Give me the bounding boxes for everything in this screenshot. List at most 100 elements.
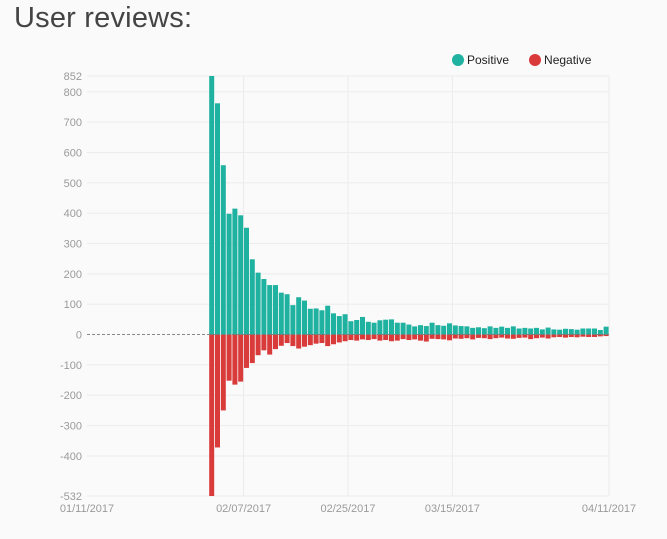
- bar-negative: [539, 334, 545, 338]
- bar-negative: [597, 334, 603, 337]
- bar-negative: [360, 334, 365, 340]
- bar-negative: [568, 334, 574, 337]
- bar-positive: [429, 322, 435, 335]
- legend-item-negative[interactable]: Negative: [529, 53, 591, 67]
- bar-positive: [458, 326, 464, 335]
- bar-negative: [603, 334, 609, 337]
- bar-positive: [342, 314, 348, 335]
- bar-negative: [342, 334, 348, 342]
- bar-positive: [603, 326, 609, 335]
- bar-positive: [557, 329, 563, 335]
- x-tick-label: 02/25/2017: [320, 503, 375, 515]
- bar-positive: [597, 330, 603, 335]
- bar-positive: [435, 325, 441, 335]
- bar-negative: [348, 334, 354, 341]
- bar-positive: [505, 327, 510, 335]
- bar-negative: [493, 334, 499, 339]
- y-tick-label: -532: [60, 491, 82, 503]
- legend-item-positive[interactable]: Positive: [452, 53, 509, 67]
- y-tick-label: -100: [60, 360, 82, 372]
- bar-negative: [319, 334, 325, 344]
- bar-positive: [412, 326, 418, 335]
- bar-positive: [360, 316, 365, 335]
- bar-positive: [348, 321, 354, 335]
- y-tick-label: 500: [64, 178, 82, 190]
- bar-negative: [209, 334, 215, 496]
- x-tick-label: 03/15/2017: [425, 503, 480, 515]
- legend-label-positive: Positive: [467, 53, 510, 67]
- bar-positive: [226, 213, 232, 335]
- bar-negative: [377, 334, 383, 341]
- y-tick-label: 700: [64, 117, 82, 129]
- bar-negative: [481, 334, 487, 339]
- bar-negative: [220, 334, 226, 411]
- bar-negative: [452, 334, 458, 339]
- bar-positive: [534, 327, 539, 335]
- bar-negative: [563, 334, 568, 338]
- bar-negative: [580, 334, 586, 337]
- bar-negative: [470, 334, 476, 340]
- bar-negative: [545, 334, 551, 339]
- y-tick-label: 600: [64, 147, 82, 159]
- bar-negative: [232, 334, 238, 385]
- bar-negative: [476, 334, 481, 338]
- bar-positive: [568, 329, 574, 335]
- bar-negative: [557, 334, 563, 337]
- bar-negative: [278, 334, 284, 346]
- bar-positive: [389, 319, 394, 335]
- bar-positive: [319, 310, 325, 335]
- bar-negative: [383, 334, 389, 341]
- y-tick-label: -300: [60, 421, 82, 433]
- y-tick-label: 800: [64, 87, 82, 99]
- bar-positive: [452, 325, 458, 335]
- bar-positive: [447, 323, 452, 335]
- bar-positive: [441, 325, 447, 335]
- bar-positive: [238, 215, 244, 335]
- bar-negative: [447, 334, 452, 341]
- bar-negative: [255, 334, 261, 356]
- bar-negative: [510, 334, 516, 339]
- bar-positive: [580, 328, 586, 335]
- bar-positive: [284, 294, 290, 335]
- bar-negative: [423, 334, 429, 342]
- bar-negative: [394, 334, 400, 341]
- bar-negative: [238, 334, 244, 382]
- y-tick-label: 852: [64, 71, 82, 83]
- bar-positive: [336, 316, 342, 335]
- y-tick-label: -400: [60, 451, 82, 463]
- x-tick-label: 01/11/2017: [60, 503, 114, 515]
- bar-positive: [255, 272, 261, 335]
- bar-negative: [331, 334, 336, 345]
- bar-positive: [267, 285, 273, 335]
- bar-positive: [365, 321, 371, 335]
- bar-negative: [215, 334, 220, 448]
- bar-negative: [464, 334, 470, 339]
- bar-positive: [232, 208, 238, 335]
- bar-positive: [261, 279, 267, 335]
- bar-negative: [261, 334, 267, 351]
- x-tick-label: 02/07/2017: [216, 503, 271, 515]
- bar-negative: [296, 334, 302, 349]
- bar-negative: [226, 334, 232, 381]
- bar-negative: [592, 334, 597, 337]
- bar-positive: [325, 305, 331, 335]
- bar-positive: [470, 327, 476, 335]
- bar-negative: [249, 334, 255, 364]
- bar-negative: [336, 334, 342, 343]
- bar-positive: [371, 322, 377, 335]
- bar-negative: [586, 334, 592, 337]
- bar-negative: [354, 334, 360, 341]
- bar-positive: [220, 165, 226, 335]
- bar-positive: [400, 322, 406, 335]
- bar-negative: [487, 334, 493, 340]
- bar-negative: [244, 334, 249, 368]
- bar-positive: [313, 308, 319, 335]
- bar-negative: [412, 334, 418, 340]
- bar-negative: [313, 334, 319, 344]
- bar-positive: [377, 320, 383, 335]
- bar-negative: [505, 334, 510, 339]
- bar-positive: [423, 326, 429, 335]
- bar-negative: [365, 334, 371, 341]
- bar-negative: [371, 334, 377, 340]
- bar-positive: [290, 305, 296, 335]
